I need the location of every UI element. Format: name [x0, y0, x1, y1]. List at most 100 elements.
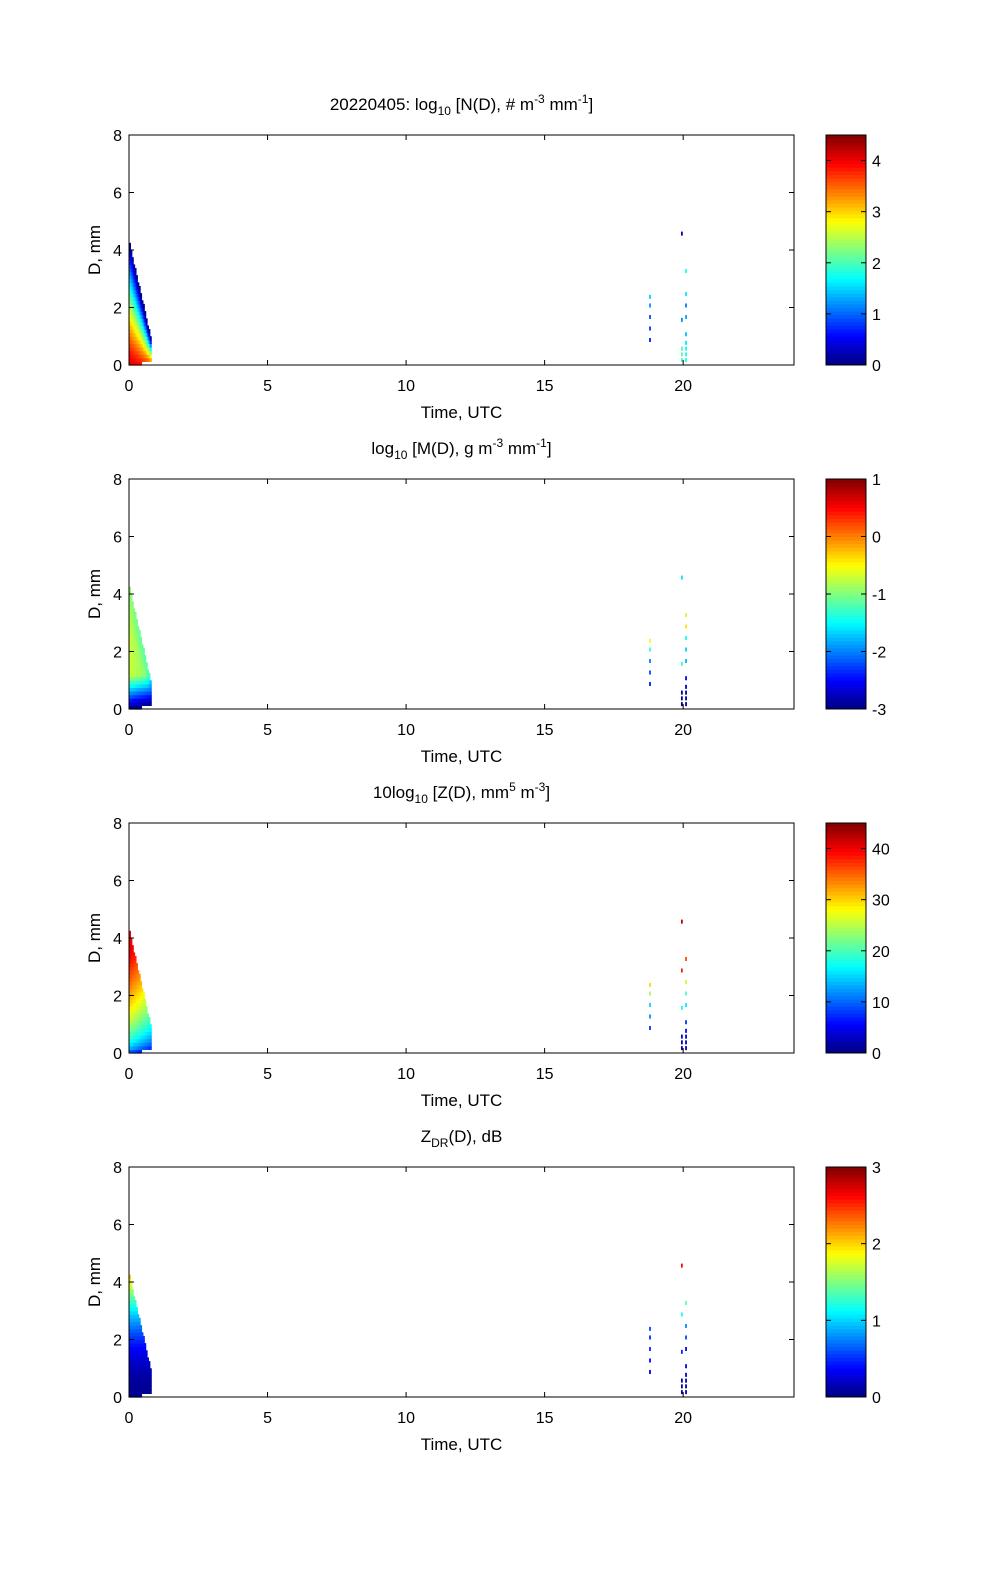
- heatmap-cell: [142, 687, 145, 692]
- heatmap-cell: [142, 665, 145, 671]
- heatmap-cell: [141, 307, 144, 312]
- heatmap-cell: [133, 984, 136, 989]
- event-mark: [685, 612, 687, 617]
- heatmap-cell: [131, 615, 134, 620]
- heatmap-cell: [137, 977, 140, 982]
- heatmap-cell: [135, 999, 138, 1004]
- heatmap-cell: [129, 1274, 131, 1280]
- heatmap-cell: [140, 325, 143, 330]
- heatmap-cell: [142, 662, 145, 667]
- heatmap-cell: [134, 1371, 137, 1377]
- heatmap-cell: [130, 1393, 133, 1398]
- heatmap-cell: [133, 1038, 136, 1043]
- heatmap-cell: [134, 1332, 137, 1337]
- heatmap-cell: [148, 339, 151, 345]
- heatmap-cell: [137, 1393, 140, 1398]
- heatmap-cell: [144, 1038, 147, 1043]
- heatmap-cell: [130, 941, 133, 946]
- heatmap-cell: [145, 680, 148, 685]
- heatmap-cell: [147, 347, 149, 352]
- heatmap-cell: [134, 350, 137, 355]
- heatmap-cell: [129, 644, 131, 649]
- heatmap-cell: [134, 1346, 137, 1351]
- heatmap-cell: [138, 1368, 141, 1373]
- heatmap-cell: [135, 275, 138, 280]
- heatmap-cell: [145, 691, 148, 696]
- colorbar-segment: [826, 1307, 866, 1312]
- heatmap-cell: [138, 644, 141, 649]
- heatmap-cell: [134, 1364, 137, 1369]
- heatmap-cell: [131, 343, 134, 348]
- heatmap-cell: [134, 347, 137, 352]
- heatmap-cell: [140, 981, 143, 986]
- heatmap-cell: [133, 658, 136, 663]
- heatmap-cell: [134, 1357, 137, 1362]
- heatmap-cell: [134, 619, 137, 624]
- colorbar-segment: [826, 540, 866, 545]
- heatmap-cell: [133, 1024, 136, 1029]
- colorbar-segment: [826, 242, 866, 247]
- event-mark: [685, 979, 687, 984]
- heatmap-cell: [135, 1332, 138, 1337]
- heatmap-cell: [137, 995, 140, 1000]
- heatmap-cell: [131, 619, 134, 624]
- heatmap-cell: [142, 1045, 145, 1051]
- colorbar-segment: [826, 174, 866, 179]
- heatmap-cell: [137, 282, 140, 287]
- heatmap-cell: [131, 1307, 134, 1312]
- heatmap-cell: [129, 673, 131, 678]
- colorbar-segment: [826, 1267, 866, 1272]
- heatmap-cell: [144, 1350, 147, 1355]
- heatmap-cell: [137, 683, 140, 689]
- heatmap-cell: [141, 1368, 144, 1373]
- heatmap-cell: [133, 973, 136, 979]
- heatmap-cell: [140, 673, 143, 678]
- event-mark: [649, 681, 651, 686]
- event-mark: [680, 1040, 683, 1045]
- heatmap-cell: [130, 1289, 133, 1294]
- heatmap-cell: [129, 350, 131, 355]
- heatmap-cell: [140, 1020, 143, 1025]
- heatmap-cell: [134, 1027, 137, 1033]
- x-tick-label: 10: [397, 1066, 415, 1083]
- colorbar-segment: [826, 691, 866, 696]
- x-tick-label: 15: [536, 722, 554, 739]
- heatmap-cell: [137, 665, 140, 671]
- colorbar-segment: [826, 995, 866, 1000]
- colorbar-segment: [826, 858, 866, 864]
- colorbar: -3-2-101: [825, 472, 886, 719]
- colorbar-segment: [826, 203, 866, 208]
- colorbar-segment: [826, 1364, 866, 1369]
- heatmap-cell: [131, 991, 134, 997]
- event-mark: [680, 696, 683, 701]
- heatmap-cell: [134, 1299, 137, 1305]
- heatmap-cell: [148, 1389, 151, 1395]
- heatmap-cell: [135, 705, 138, 710]
- colorbar-segment: [826, 662, 866, 667]
- y-axis-label: D, mm: [85, 1257, 104, 1307]
- heatmap-cell: [130, 691, 133, 696]
- x-tick-label: 10: [397, 722, 415, 739]
- event-mark: [649, 303, 651, 308]
- colorbar-segment: [826, 1238, 866, 1243]
- colorbar-segment: [826, 343, 866, 348]
- heatmap-cell: [133, 1393, 136, 1398]
- heatmap-cell: [130, 698, 133, 703]
- heatmap-cell: [131, 293, 134, 298]
- heatmap-cell: [131, 1371, 134, 1377]
- heatmap-cell: [130, 1035, 133, 1040]
- heatmap-cell: [130, 973, 133, 979]
- heatmap-cell: [130, 1361, 133, 1366]
- heatmap-cell: [129, 662, 131, 667]
- heatmap-cell: [130, 991, 133, 997]
- colorbar-segment: [826, 163, 866, 168]
- heatmap-cell: [140, 1371, 143, 1377]
- heatmap-cell: [130, 626, 133, 631]
- heatmap-cell: [133, 1049, 136, 1054]
- heatmap-cell: [141, 332, 144, 337]
- heatmap-cell: [144, 314, 147, 319]
- heatmap-cell: [129, 1364, 131, 1369]
- heatmap-cell: [140, 665, 143, 671]
- colorbar-frame: [825, 1166, 867, 1398]
